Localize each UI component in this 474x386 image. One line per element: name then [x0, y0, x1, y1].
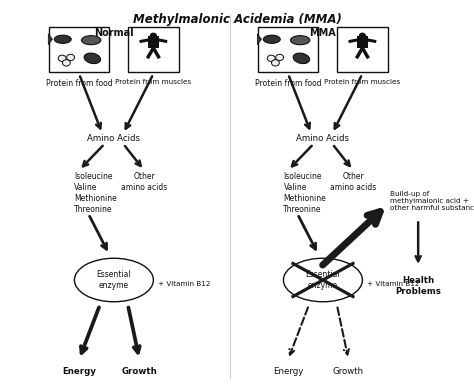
Bar	[49, 27, 109, 72]
Ellipse shape	[55, 35, 71, 43]
Ellipse shape	[58, 55, 66, 61]
Text: Methylmalonic Acidemia (MMA): Methylmalonic Acidemia (MMA)	[133, 13, 341, 26]
Text: Energy: Energy	[62, 367, 96, 376]
Bar	[128, 27, 179, 72]
Text: Build-up of
methylmalonic acid +
other harmful substances: Build-up of methylmalonic acid + other h…	[390, 191, 474, 211]
Bar	[337, 27, 388, 72]
Ellipse shape	[291, 36, 310, 45]
Ellipse shape	[67, 54, 74, 61]
Text: Essential
enzyme: Essential enzyme	[306, 270, 340, 290]
Ellipse shape	[267, 55, 275, 61]
Text: Protein from muscles: Protein from muscles	[324, 79, 401, 85]
Text: Other
amino acids: Other amino acids	[121, 172, 167, 192]
Text: Growth: Growth	[333, 367, 364, 376]
Ellipse shape	[283, 258, 363, 302]
Text: Protein from food: Protein from food	[255, 79, 321, 88]
Text: Isoleucine
Valine
Methionine
Threonine: Isoleucine Valine Methionine Threonine	[283, 172, 326, 215]
Polygon shape	[48, 34, 53, 45]
Ellipse shape	[276, 54, 283, 61]
Bar	[148, 36, 159, 48]
Ellipse shape	[150, 33, 156, 39]
Text: Isoleucine
Valine
Methionine
Threonine: Isoleucine Valine Methionine Threonine	[74, 172, 117, 215]
Bar	[258, 27, 319, 72]
Polygon shape	[257, 34, 262, 45]
Ellipse shape	[264, 35, 280, 43]
Text: + Vitamin B12: + Vitamin B12	[158, 281, 210, 287]
Bar	[357, 36, 368, 48]
Ellipse shape	[272, 60, 279, 66]
Text: Health
Problems: Health Problems	[395, 276, 441, 296]
Text: Normal: Normal	[94, 29, 134, 39]
Ellipse shape	[74, 258, 154, 302]
Ellipse shape	[293, 53, 310, 64]
Text: MMA: MMA	[310, 29, 337, 39]
Text: Growth: Growth	[121, 367, 157, 376]
Ellipse shape	[82, 36, 101, 45]
Text: Other
amino acids: Other amino acids	[330, 172, 376, 192]
Ellipse shape	[63, 60, 70, 66]
Text: Protein from food: Protein from food	[46, 79, 112, 88]
Text: Essential
enzyme: Essential enzyme	[97, 270, 131, 290]
Text: Amino Acids: Amino Acids	[87, 134, 140, 143]
Text: Energy: Energy	[273, 367, 303, 376]
Ellipse shape	[84, 53, 100, 64]
Ellipse shape	[359, 33, 365, 39]
Text: + Vitamin B12: + Vitamin B12	[367, 281, 419, 287]
Text: Protein from muscles: Protein from muscles	[115, 79, 191, 85]
Text: Amino Acids: Amino Acids	[296, 134, 349, 143]
